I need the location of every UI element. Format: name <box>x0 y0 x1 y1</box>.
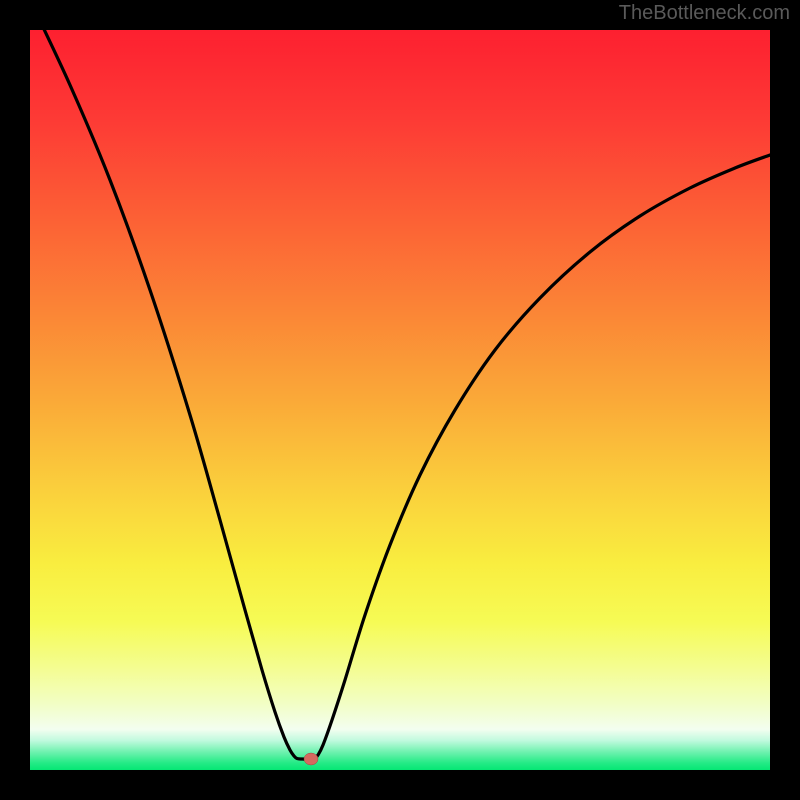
bottleneck-curve <box>30 30 770 770</box>
curve-path <box>30 30 770 759</box>
watermark-text: TheBottleneck.com <box>619 2 790 25</box>
chart-plot-area <box>30 30 770 770</box>
optimum-marker <box>304 753 318 765</box>
